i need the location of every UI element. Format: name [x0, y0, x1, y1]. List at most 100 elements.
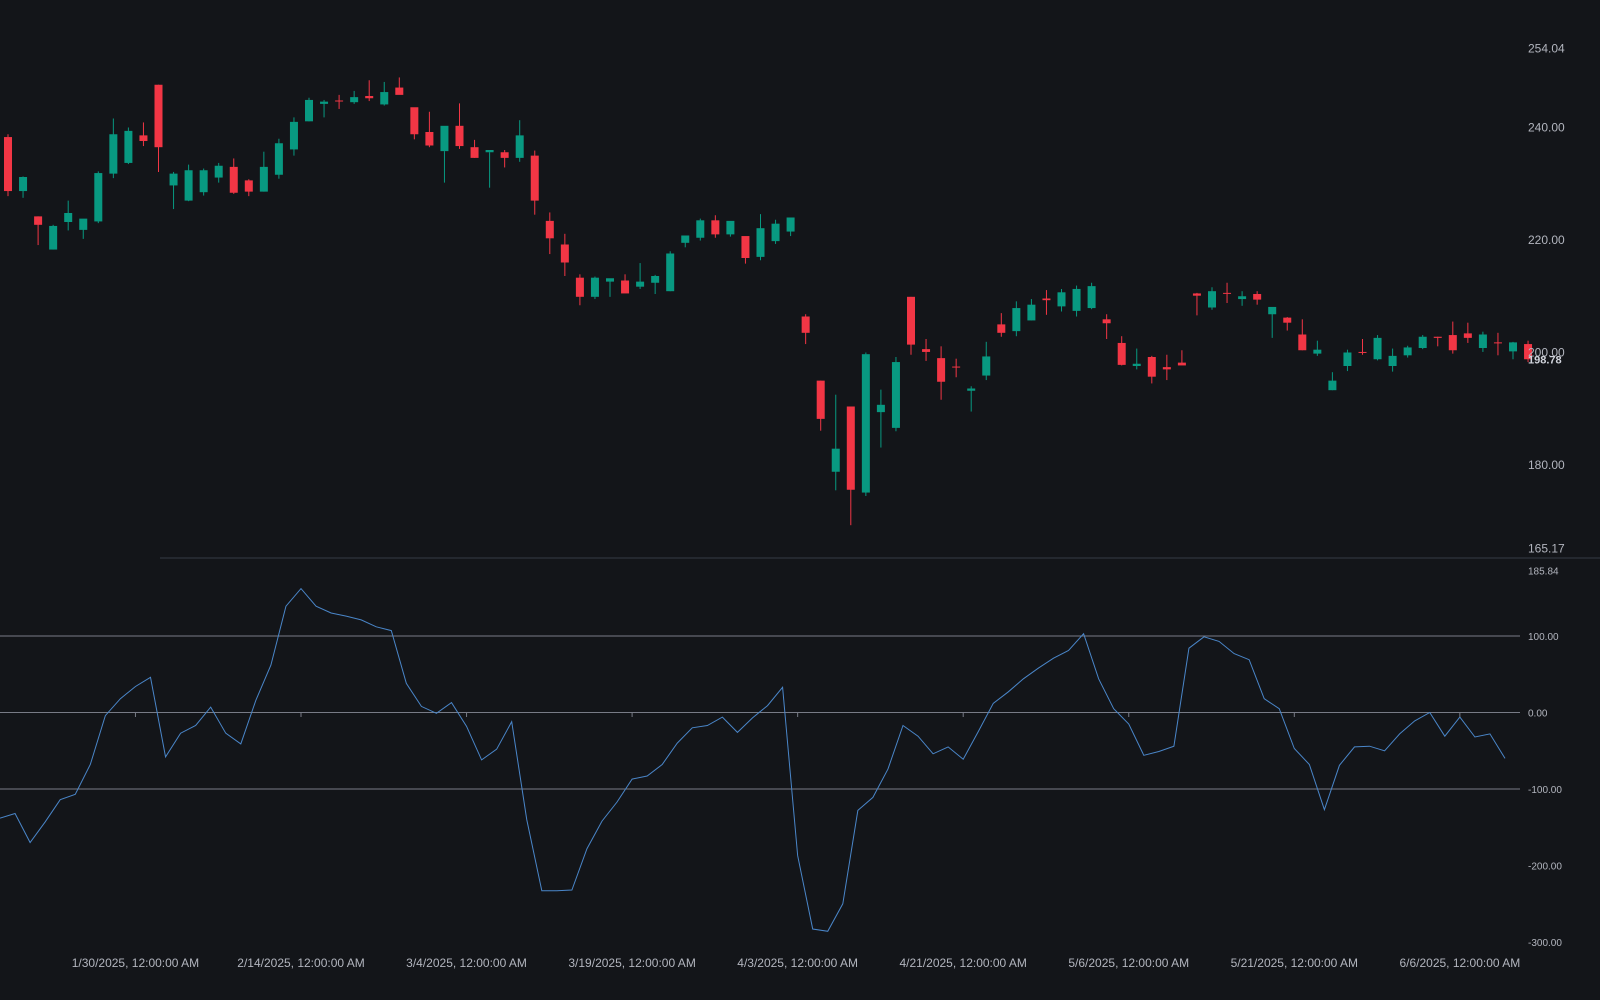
- candle-body: [1238, 296, 1247, 300]
- price-axis-label: 254.04: [1528, 42, 1565, 56]
- candle-body: [455, 125, 464, 147]
- price-axis-label: 200.00: [1528, 346, 1565, 360]
- candle-body: [1117, 342, 1126, 365]
- candle-50: [756, 214, 765, 261]
- candle-body: [259, 166, 268, 192]
- candle-70: [1057, 288, 1066, 312]
- candle-53: [801, 314, 810, 345]
- candle-body: [1358, 351, 1367, 353]
- candle-55: [831, 394, 840, 491]
- candle-3: [49, 224, 58, 250]
- price-axis-label: 180.00: [1528, 458, 1565, 472]
- candle-body: [124, 130, 133, 163]
- candle-body: [1448, 335, 1457, 351]
- candle-body: [380, 92, 389, 105]
- candle-body: [711, 220, 720, 235]
- candle-11: [169, 171, 178, 210]
- candle-body: [395, 87, 404, 95]
- candle-body: [1328, 380, 1337, 391]
- price-axis-label: 220.00: [1528, 233, 1565, 247]
- candle-12: [184, 164, 193, 202]
- candle-52: [786, 217, 795, 237]
- candle-100: [1509, 341, 1517, 360]
- candle-body: [666, 253, 675, 292]
- candle-45: [681, 235, 690, 248]
- candle-body: [425, 132, 434, 146]
- candle-65: [982, 341, 991, 381]
- candle-body: [786, 217, 795, 232]
- time-axis-label: 5/6/2025, 12:00:00 AM: [1068, 956, 1189, 970]
- candle-101: [1524, 340, 1533, 363]
- candle-body: [741, 236, 750, 258]
- candle-body: [1192, 293, 1201, 296]
- candle-32: [485, 150, 494, 188]
- candle-body: [1223, 292, 1232, 294]
- candle-69: [1042, 290, 1051, 315]
- candle-body: [1208, 291, 1216, 308]
- candle-body: [1268, 306, 1277, 315]
- candle-49: [741, 236, 750, 264]
- time-axis-label: 1/30/2025, 12:00:00 AM: [72, 956, 199, 970]
- candle-body: [952, 366, 961, 368]
- time-axis-label: 3/4/2025, 12:00:00 AM: [406, 956, 527, 970]
- candle-body: [335, 100, 344, 102]
- candle-body: [1253, 294, 1262, 300]
- candle-96: [1448, 321, 1457, 354]
- candle-33: [500, 150, 509, 168]
- candle-body: [64, 213, 73, 222]
- candle-93: [1403, 345, 1412, 358]
- candle-body: [636, 281, 645, 287]
- candle-body: [726, 220, 735, 235]
- candle-16: [244, 179, 253, 197]
- candle-body: [545, 220, 554, 239]
- cci-axis-label: -100.00: [1528, 785, 1562, 796]
- time-axis-label: 4/3/2025, 12:00:00 AM: [737, 956, 858, 970]
- candle-body: [19, 177, 28, 192]
- candle-body: [756, 228, 765, 257]
- candle-13: [199, 168, 208, 196]
- candle-39: [590, 276, 599, 300]
- candle-1: [19, 176, 28, 198]
- candle-22: [335, 94, 344, 109]
- candle-41: [621, 274, 630, 294]
- candle-61: [922, 339, 931, 361]
- candle-body: [139, 135, 148, 141]
- time-axis-label: 3/19/2025, 12:00:00 AM: [568, 956, 695, 970]
- candle-89: [1343, 349, 1352, 372]
- candle-body: [274, 143, 283, 175]
- candle-44: [666, 251, 675, 292]
- candle-body: [440, 125, 449, 152]
- candle-body: [1162, 367, 1171, 370]
- candle-85: [1283, 317, 1292, 331]
- candle-body: [1478, 334, 1487, 348]
- candle-body: [1057, 292, 1066, 307]
- candle-body: [500, 152, 509, 158]
- candle-body: [997, 324, 1006, 333]
- candle-body: [1147, 357, 1156, 377]
- candle-37: [560, 233, 569, 276]
- candle-71: [1072, 285, 1081, 317]
- candle-body: [846, 406, 855, 490]
- candle-87: [1313, 340, 1322, 356]
- candle-body: [1403, 347, 1412, 356]
- candle-body: [470, 147, 479, 158]
- candle-72: [1087, 282, 1096, 310]
- candle-body: [922, 349, 931, 352]
- candle-92: [1388, 348, 1397, 372]
- candle-body: [1012, 308, 1021, 332]
- candle-56: [846, 406, 855, 526]
- candle-body: [410, 107, 419, 135]
- candle-24: [365, 80, 374, 102]
- cci-axis-label: 100.00: [1528, 632, 1559, 643]
- candle-body: [1373, 337, 1382, 360]
- candle-57: [861, 352, 870, 496]
- candle-body: [1433, 336, 1442, 338]
- candle-body: [530, 155, 539, 201]
- candle-91: [1373, 335, 1382, 361]
- candle-body: [1132, 363, 1141, 366]
- candle-38: [575, 274, 584, 306]
- candle-body: [681, 235, 690, 243]
- cci-axis-label: -200.00: [1528, 862, 1562, 873]
- candle-40: [606, 278, 614, 297]
- candle-body: [831, 448, 840, 472]
